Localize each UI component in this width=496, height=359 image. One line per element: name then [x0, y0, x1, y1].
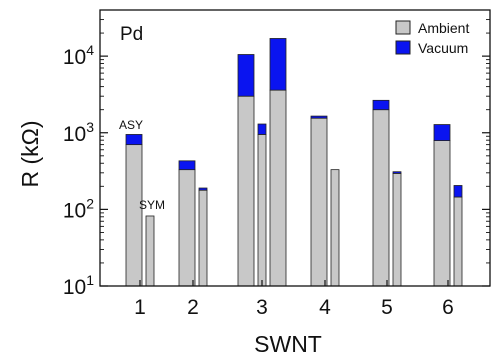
x-tick-label-1: 1: [134, 296, 146, 319]
bar-ambient-2-2: [198, 189, 208, 287]
y-tick-label-10: 101: [63, 272, 94, 299]
y-tick-label-1000: 103: [63, 119, 94, 146]
bar-vacuum-3-3: [269, 38, 287, 91]
bar-ambient-4-2: [330, 169, 340, 287]
x-tick-label-6: 6: [442, 296, 454, 319]
bar-ambient-4-1: [310, 117, 328, 287]
bar-ambient-1-2: [145, 215, 155, 287]
x-axis-title: SWNT: [254, 331, 322, 357]
bar-vacuum-5-2: [392, 171, 402, 174]
bar-ambient-5-2: [392, 172, 402, 287]
bar-vacuum-6-2: [453, 185, 463, 198]
panel-label: Pd: [120, 24, 143, 45]
plot-frame: [99, 9, 491, 287]
bar-ambient-6-1: [433, 140, 451, 287]
legend-swatch-vacuum: [395, 40, 411, 55]
bar-vacuum-5-1: [372, 99, 390, 111]
bar-vacuum-3-2: [257, 123, 267, 135]
legend: Ambient Vacuum: [395, 20, 469, 56]
y-tick-label-10000: 104: [63, 42, 94, 69]
x-tick-label-3: 3: [256, 296, 268, 319]
bar-vacuum-1-1: [125, 134, 143, 146]
y-axis-title: R (kΩ): [17, 120, 43, 187]
bar-vacuum-6-1: [433, 124, 451, 141]
legend-label-vacuum: Vacuum: [418, 40, 468, 56]
x-tick-label-4: 4: [319, 296, 331, 319]
legend-swatch-ambient: [395, 20, 411, 35]
axes: 1 2 3 4 5 6 101 102 103 104: [63, 9, 491, 319]
x-tick-label-2: 2: [187, 296, 199, 319]
bar-vacuum-2-1: [178, 160, 196, 171]
annotation-sym: SYM: [139, 198, 165, 212]
bar-ambient-5-1: [372, 109, 390, 287]
bar-ambient-6-2: [453, 196, 463, 287]
bar-ambient-3-3: [269, 89, 287, 287]
bar-vacuum-2-2: [198, 187, 208, 191]
bar-ambient-3-1: [237, 95, 255, 287]
y-tick-label-100: 102: [63, 195, 94, 222]
bar-vacuum-4-1: [310, 115, 328, 119]
legend-label-ambient: Ambient: [418, 20, 469, 36]
annotation-asy: ASY: [119, 118, 143, 132]
bar-vacuum-3-1: [237, 54, 255, 97]
bar-ambient-1-1: [125, 144, 143, 287]
bar-ambient-2-1: [178, 169, 196, 287]
x-tick-label-5: 5: [381, 296, 393, 319]
bar-ambient-3-2: [257, 134, 267, 287]
plot-area: [125, 38, 463, 287]
